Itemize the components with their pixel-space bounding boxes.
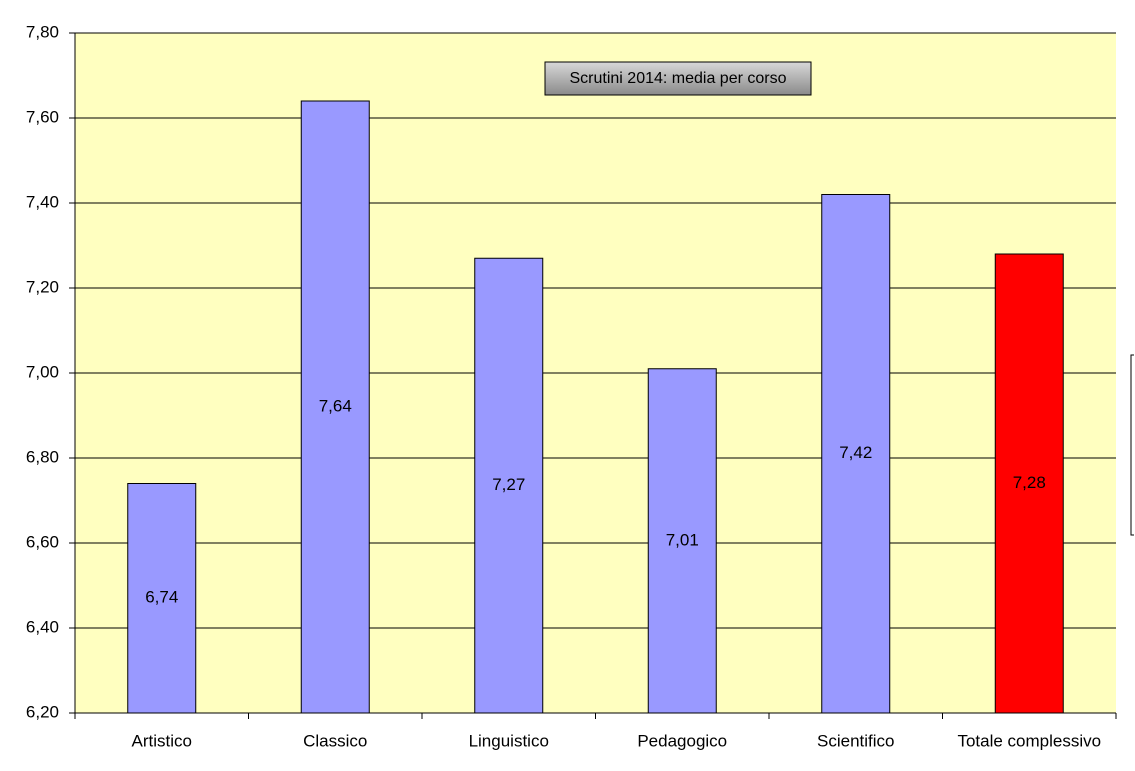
y-tick-label: 7,80 [26,22,59,41]
value-label: 7,28 [1013,473,1046,492]
y-tick-label: 7,00 [26,362,59,381]
value-label: 7,42 [839,443,872,462]
x-tick-label: Totale complessivo [957,731,1101,750]
y-tick-label: 6,80 [26,447,59,466]
value-label: 7,64 [319,396,352,415]
bar [127,483,197,714]
x-tick-label: Classico [303,731,367,750]
y-tick-label: 6,20 [26,702,59,721]
bar [474,257,544,714]
y-tick-label: 6,40 [26,617,59,636]
y-tick-label: 7,20 [26,277,59,296]
x-tick-label: Artistico [132,731,192,750]
chart-title: Scrutini 2014: media per corso [570,70,787,87]
x-tick-label: Linguistico [469,731,549,750]
y-tick-label: 7,40 [26,192,59,211]
y-tick-label: 7,60 [26,107,59,126]
bars [127,100,1064,714]
legend-edge [1130,354,1134,536]
bar [647,368,717,714]
value-label: 6,74 [145,588,178,607]
title-box [544,61,812,96]
y-tick-label: 6,60 [26,532,59,551]
bar [300,100,370,714]
x-tick-label: Pedagogico [637,731,727,750]
value-label: 7,27 [492,475,525,494]
value-label: 7,01 [666,530,699,549]
bar [821,194,891,714]
x-tick-label: Scientifico [817,731,894,750]
